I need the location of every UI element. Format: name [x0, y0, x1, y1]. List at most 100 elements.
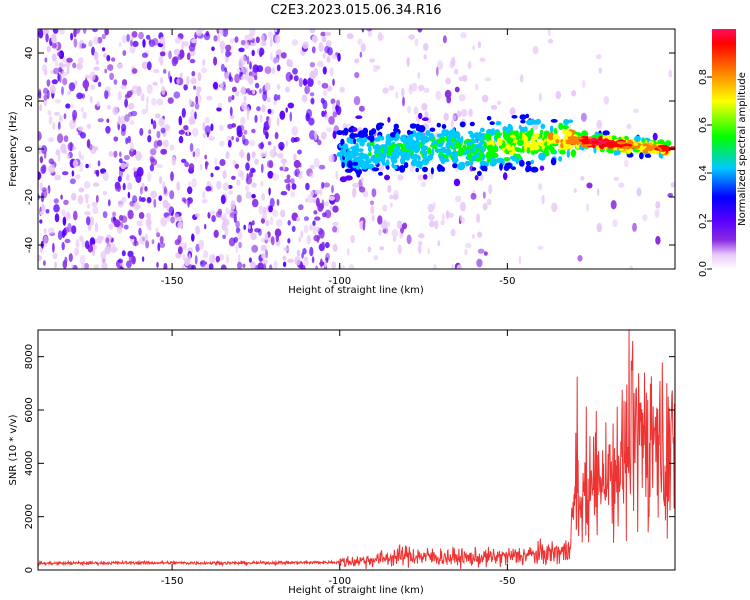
noise-mark [61, 171, 69, 176]
noise-mark [95, 60, 100, 65]
noise-mark [322, 66, 327, 75]
signal-mark [364, 158, 370, 166]
noise-mark [61, 70, 65, 79]
noise-mark [75, 174, 81, 180]
noise-mark [580, 176, 585, 181]
noise-mark [261, 237, 265, 243]
noise-mark [53, 67, 60, 75]
noise-mark [272, 209, 279, 217]
noise-mark [104, 89, 109, 100]
noise-mark [309, 92, 315, 97]
noise-mark [264, 82, 271, 91]
noise-mark [97, 118, 104, 123]
noise-mark [237, 231, 243, 240]
noise-mark [42, 164, 47, 174]
noise-mark [456, 109, 460, 118]
noise-mark [219, 83, 224, 89]
noise-mark [107, 199, 111, 207]
signal-mark [566, 149, 570, 158]
noise-mark [195, 147, 201, 158]
noise-mark [339, 86, 345, 93]
noise-mark [472, 233, 475, 239]
noise-mark [406, 234, 412, 245]
noise-mark [654, 209, 660, 219]
snr-plot-area [38, 330, 675, 570]
noise-mark [547, 38, 554, 44]
noise-mark [332, 78, 335, 87]
noise-mark [121, 79, 128, 87]
noise-mark [145, 218, 152, 228]
noise-mark [367, 246, 372, 253]
noise-mark [261, 193, 266, 201]
noise-mark [199, 163, 203, 171]
noise-mark [315, 265, 318, 269]
noise-mark [303, 216, 309, 221]
noise-mark [166, 215, 171, 222]
noise-mark [309, 61, 316, 68]
noise-mark [279, 166, 284, 171]
noise-mark [41, 203, 45, 211]
noise-mark [179, 72, 183, 78]
signal-mark [453, 178, 461, 187]
noise-mark [538, 92, 542, 102]
signal-mark [384, 174, 390, 181]
noise-mark [74, 247, 80, 256]
noise-mark [101, 256, 107, 264]
noise-mark [451, 263, 454, 269]
noise-mark [81, 93, 86, 99]
noise-mark [486, 198, 492, 206]
noise-mark [248, 71, 252, 77]
snr-panel: -150 -100 -50 0 2000 4000 6000 8000 Height of … [8, 329, 676, 596]
signal-mark [562, 140, 567, 147]
noise-mark [216, 107, 222, 112]
noise-mark [124, 98, 128, 108]
snr-y-ticks: 0 2000 4000 6000 8000 [24, 344, 675, 573]
noise-mark [255, 36, 260, 44]
noise-mark [284, 178, 291, 184]
noise-mark [324, 260, 327, 268]
noise-mark [127, 191, 131, 199]
signal-mark [531, 145, 540, 151]
noise-mark [202, 191, 206, 199]
noise-mark [147, 172, 152, 182]
noise-mark [433, 263, 437, 269]
noise-mark [57, 72, 60, 82]
signal-mark [380, 147, 385, 154]
noise-mark [227, 96, 232, 103]
noise-mark [45, 209, 50, 214]
noise-mark [332, 205, 339, 213]
noise-mark [100, 235, 104, 241]
noise-mark [321, 181, 325, 189]
signal-mark [394, 128, 401, 135]
noise-mark [67, 222, 72, 233]
noise-mark [240, 86, 246, 96]
noise-mark [586, 182, 593, 189]
snr-x-label: Height of straight line (km) [288, 585, 424, 596]
noise-mark [68, 253, 73, 262]
signal-mark [581, 130, 588, 138]
noise-mark [231, 136, 234, 141]
signal-mark [451, 127, 456, 134]
noise-mark [455, 195, 462, 203]
noise-mark [46, 45, 51, 53]
signal-mark [565, 130, 573, 137]
noise-mark [267, 31, 273, 38]
noise-mark [319, 258, 323, 268]
noise-mark [39, 104, 43, 112]
noise-mark [153, 69, 160, 74]
noise-mark [161, 85, 166, 96]
noise-mark [484, 251, 488, 256]
noise-mark [249, 61, 252, 70]
noise-mark [40, 247, 43, 253]
noise-mark [446, 95, 452, 104]
noise-mark [191, 38, 198, 44]
noise-mark [205, 186, 212, 192]
noise-mark [39, 182, 43, 191]
noise-mark [402, 222, 408, 230]
noise-mark [316, 235, 320, 243]
noise-mark [209, 253, 214, 264]
noise-mark [241, 101, 248, 111]
noise-mark [119, 151, 122, 157]
noise-mark [460, 109, 468, 117]
noise-mark [667, 193, 673, 198]
